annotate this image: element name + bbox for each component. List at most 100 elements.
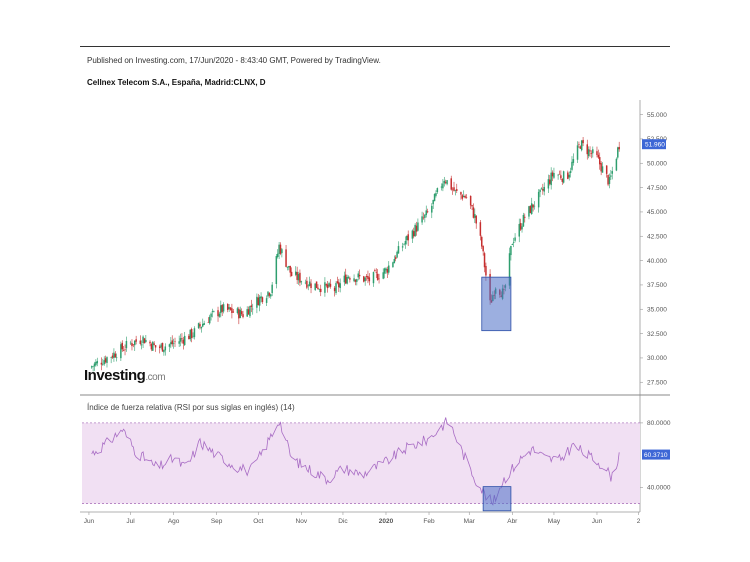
candle-body [329, 283, 332, 287]
candle-body [471, 204, 473, 207]
time-tick-label: 2020 [379, 518, 394, 525]
time-tick-label: Sep [211, 518, 223, 525]
candle-body [469, 195, 472, 206]
candle-body [338, 282, 340, 288]
candle-body [213, 311, 215, 312]
time-tick-label: Dic [338, 518, 348, 525]
candle-body [125, 341, 128, 349]
candle-body [199, 324, 201, 327]
candle-body [268, 293, 271, 296]
candle-body [550, 172, 552, 186]
candle-body [514, 237, 516, 241]
candle-body [560, 175, 562, 179]
candle-body [296, 272, 298, 280]
candle-body [465, 197, 468, 198]
candle-body [103, 360, 105, 365]
candle-body [456, 189, 458, 191]
candle-body [153, 343, 155, 345]
candle-body [183, 335, 186, 346]
candle-body [600, 163, 602, 172]
candle-body [207, 322, 210, 323]
candle-body [324, 282, 326, 293]
candle-body [529, 205, 532, 214]
candle-body [238, 308, 240, 319]
candle-body [597, 154, 600, 158]
candle-body [251, 308, 254, 310]
candle-body [608, 177, 611, 184]
candle-body [403, 244, 405, 245]
candle-body [278, 244, 280, 254]
candle-body [510, 245, 512, 256]
candle-body [96, 361, 99, 364]
candle-body [618, 146, 620, 150]
candle-body [193, 328, 196, 338]
candle-body [288, 266, 290, 268]
candle-body [372, 272, 375, 284]
candle-body [396, 251, 398, 258]
candle-body [580, 140, 583, 151]
candle-body [357, 273, 359, 278]
candle-body [475, 215, 477, 224]
candle-body [217, 310, 219, 317]
candle-body [210, 313, 212, 317]
time-tick-label: Abr [507, 518, 518, 525]
candle-body [385, 268, 387, 271]
candle-body [139, 340, 142, 344]
candle-body [451, 188, 454, 190]
candle-body [586, 144, 589, 155]
rsi-tick-label: 40.0000 [647, 485, 671, 492]
candle-body [482, 246, 484, 252]
candle-body [221, 304, 223, 312]
candle-body [511, 244, 514, 245]
candle-body [163, 349, 165, 353]
candle-body [601, 166, 604, 173]
candle-body [226, 303, 229, 310]
time-tick-label: Feb [423, 518, 435, 525]
candle-body [132, 344, 135, 345]
candle-body [239, 309, 241, 318]
candle-body [231, 308, 233, 313]
candle-body [598, 157, 601, 165]
candle-body [265, 298, 268, 303]
candle-body [426, 211, 429, 213]
candle-body [549, 179, 551, 184]
candle-body [339, 283, 341, 289]
candle-body [110, 357, 112, 358]
candle-body [472, 207, 475, 218]
candle-body [218, 313, 221, 317]
candle-body [92, 366, 94, 367]
candle-body [518, 224, 520, 237]
candle-body [382, 272, 384, 279]
candle-body [102, 364, 104, 366]
candle-body [228, 307, 230, 309]
candles [90, 137, 620, 372]
candle-body [411, 230, 414, 239]
candle-body [260, 296, 262, 299]
candle-body [431, 205, 433, 213]
candle-body [407, 234, 409, 241]
candle-body [508, 253, 511, 286]
candle-body [378, 278, 380, 280]
candle-body [558, 174, 561, 175]
candle-body [140, 344, 143, 346]
time-tick-label: Jun [84, 518, 95, 525]
candle-body [304, 282, 307, 284]
candle-body [590, 152, 593, 154]
rsi-band [82, 422, 640, 504]
candle-body [181, 338, 183, 340]
candle-body [131, 343, 133, 347]
candle-body [539, 189, 541, 193]
candle-body [308, 281, 311, 286]
candle-body [394, 257, 397, 259]
candle-body [200, 326, 203, 329]
candle-body [257, 297, 260, 306]
candle-body [540, 188, 543, 189]
candle-body [464, 195, 466, 198]
candle-body [611, 171, 613, 174]
candle-body [236, 308, 239, 314]
candle-body [533, 205, 536, 207]
candle-body [106, 357, 108, 363]
time-tick-label: Jul [126, 518, 135, 525]
candle-body [417, 222, 419, 231]
